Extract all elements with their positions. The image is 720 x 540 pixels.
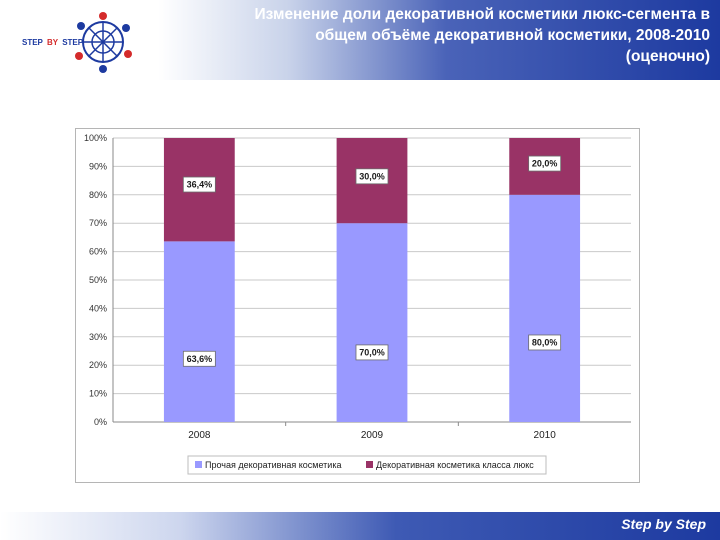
y-tick-label: 0% bbox=[94, 417, 107, 427]
y-tick-label: 20% bbox=[89, 360, 107, 370]
data-label: 63,6% bbox=[182, 350, 216, 367]
legend-swatch bbox=[366, 461, 373, 468]
data-label-text: 63,6% bbox=[187, 354, 213, 364]
y-tick-label: 100% bbox=[84, 133, 107, 143]
data-label: 20,0% bbox=[528, 155, 562, 172]
y-tick-label: 30% bbox=[89, 332, 107, 342]
data-labels: 63,6% 36,4% 70,0% 30,0% 80,0% 20,0% bbox=[182, 155, 562, 367]
legend-label: Прочая декоративная косметика bbox=[205, 460, 341, 470]
x-category-label: 2009 bbox=[361, 430, 384, 441]
logo-text-left: STEP bbox=[22, 38, 44, 47]
data-label-box bbox=[182, 350, 216, 367]
header-banner: STEP BY STEP Изменение доли декоративной… bbox=[0, 0, 720, 80]
legend: Прочая декоративная косметика Декоративна… bbox=[187, 455, 547, 475]
bar-segment-other bbox=[163, 241, 235, 422]
x-category-label: 2010 bbox=[534, 430, 557, 441]
bar-segment-other bbox=[509, 194, 581, 422]
legend-swatch bbox=[195, 461, 202, 468]
logo-text-right: STEP bbox=[62, 38, 84, 47]
data-label-box bbox=[528, 155, 562, 172]
data-label-box bbox=[355, 344, 389, 361]
svg-text:STEP BY STEP: STEP BY STEP bbox=[22, 38, 84, 47]
data-label-text: 36,4% bbox=[187, 180, 213, 190]
y-axis-ticks: 0% 10% 20% 30% 40% 50% 60% 70% 80% 90% 100% bbox=[84, 133, 107, 427]
y-tick-label: 10% bbox=[89, 389, 107, 399]
step-by-step-logo: STEP BY STEP bbox=[22, 12, 132, 73]
data-label: 36,4% bbox=[182, 176, 216, 193]
data-label-text: 20,0% bbox=[532, 159, 558, 169]
bars bbox=[163, 138, 581, 422]
y-tick-label: 40% bbox=[89, 303, 107, 313]
y-tick-label: 50% bbox=[89, 275, 107, 285]
data-label-text: 30,0% bbox=[359, 171, 385, 181]
data-label: 70,0% bbox=[355, 344, 389, 361]
data-label: 80,0% bbox=[528, 334, 562, 351]
x-axis-labels: 2008 2009 2010 bbox=[188, 430, 556, 441]
data-label-text: 70,0% bbox=[359, 347, 385, 357]
data-label-box bbox=[182, 176, 216, 193]
y-tick-label: 60% bbox=[89, 247, 107, 257]
data-label-box bbox=[355, 168, 389, 185]
data-label: 30,0% bbox=[355, 168, 389, 185]
y-tick-label: 70% bbox=[89, 218, 107, 228]
footer-band bbox=[0, 512, 720, 540]
bar-segment-other bbox=[336, 223, 408, 422]
logo-wheel-icon bbox=[75, 12, 132, 73]
legend-label: Декоративная косметика класса люкс bbox=[376, 460, 534, 470]
chart-frame: 0% 10% 20% 30% 40% 50% 60% 70% 80% 90% 100% 63,6% 3… bbox=[75, 128, 640, 483]
logo-text-mid: BY bbox=[47, 38, 59, 47]
footer-brand: Step by Step bbox=[621, 516, 706, 532]
data-label-text: 80,0% bbox=[532, 337, 558, 347]
y-tick-label: 90% bbox=[89, 161, 107, 171]
slide-title: Изменение доли декоративной косметики лю… bbox=[254, 6, 710, 65]
y-tick-label: 80% bbox=[89, 190, 107, 200]
data-label-box bbox=[528, 334, 562, 351]
x-category-label: 2008 bbox=[188, 430, 211, 441]
